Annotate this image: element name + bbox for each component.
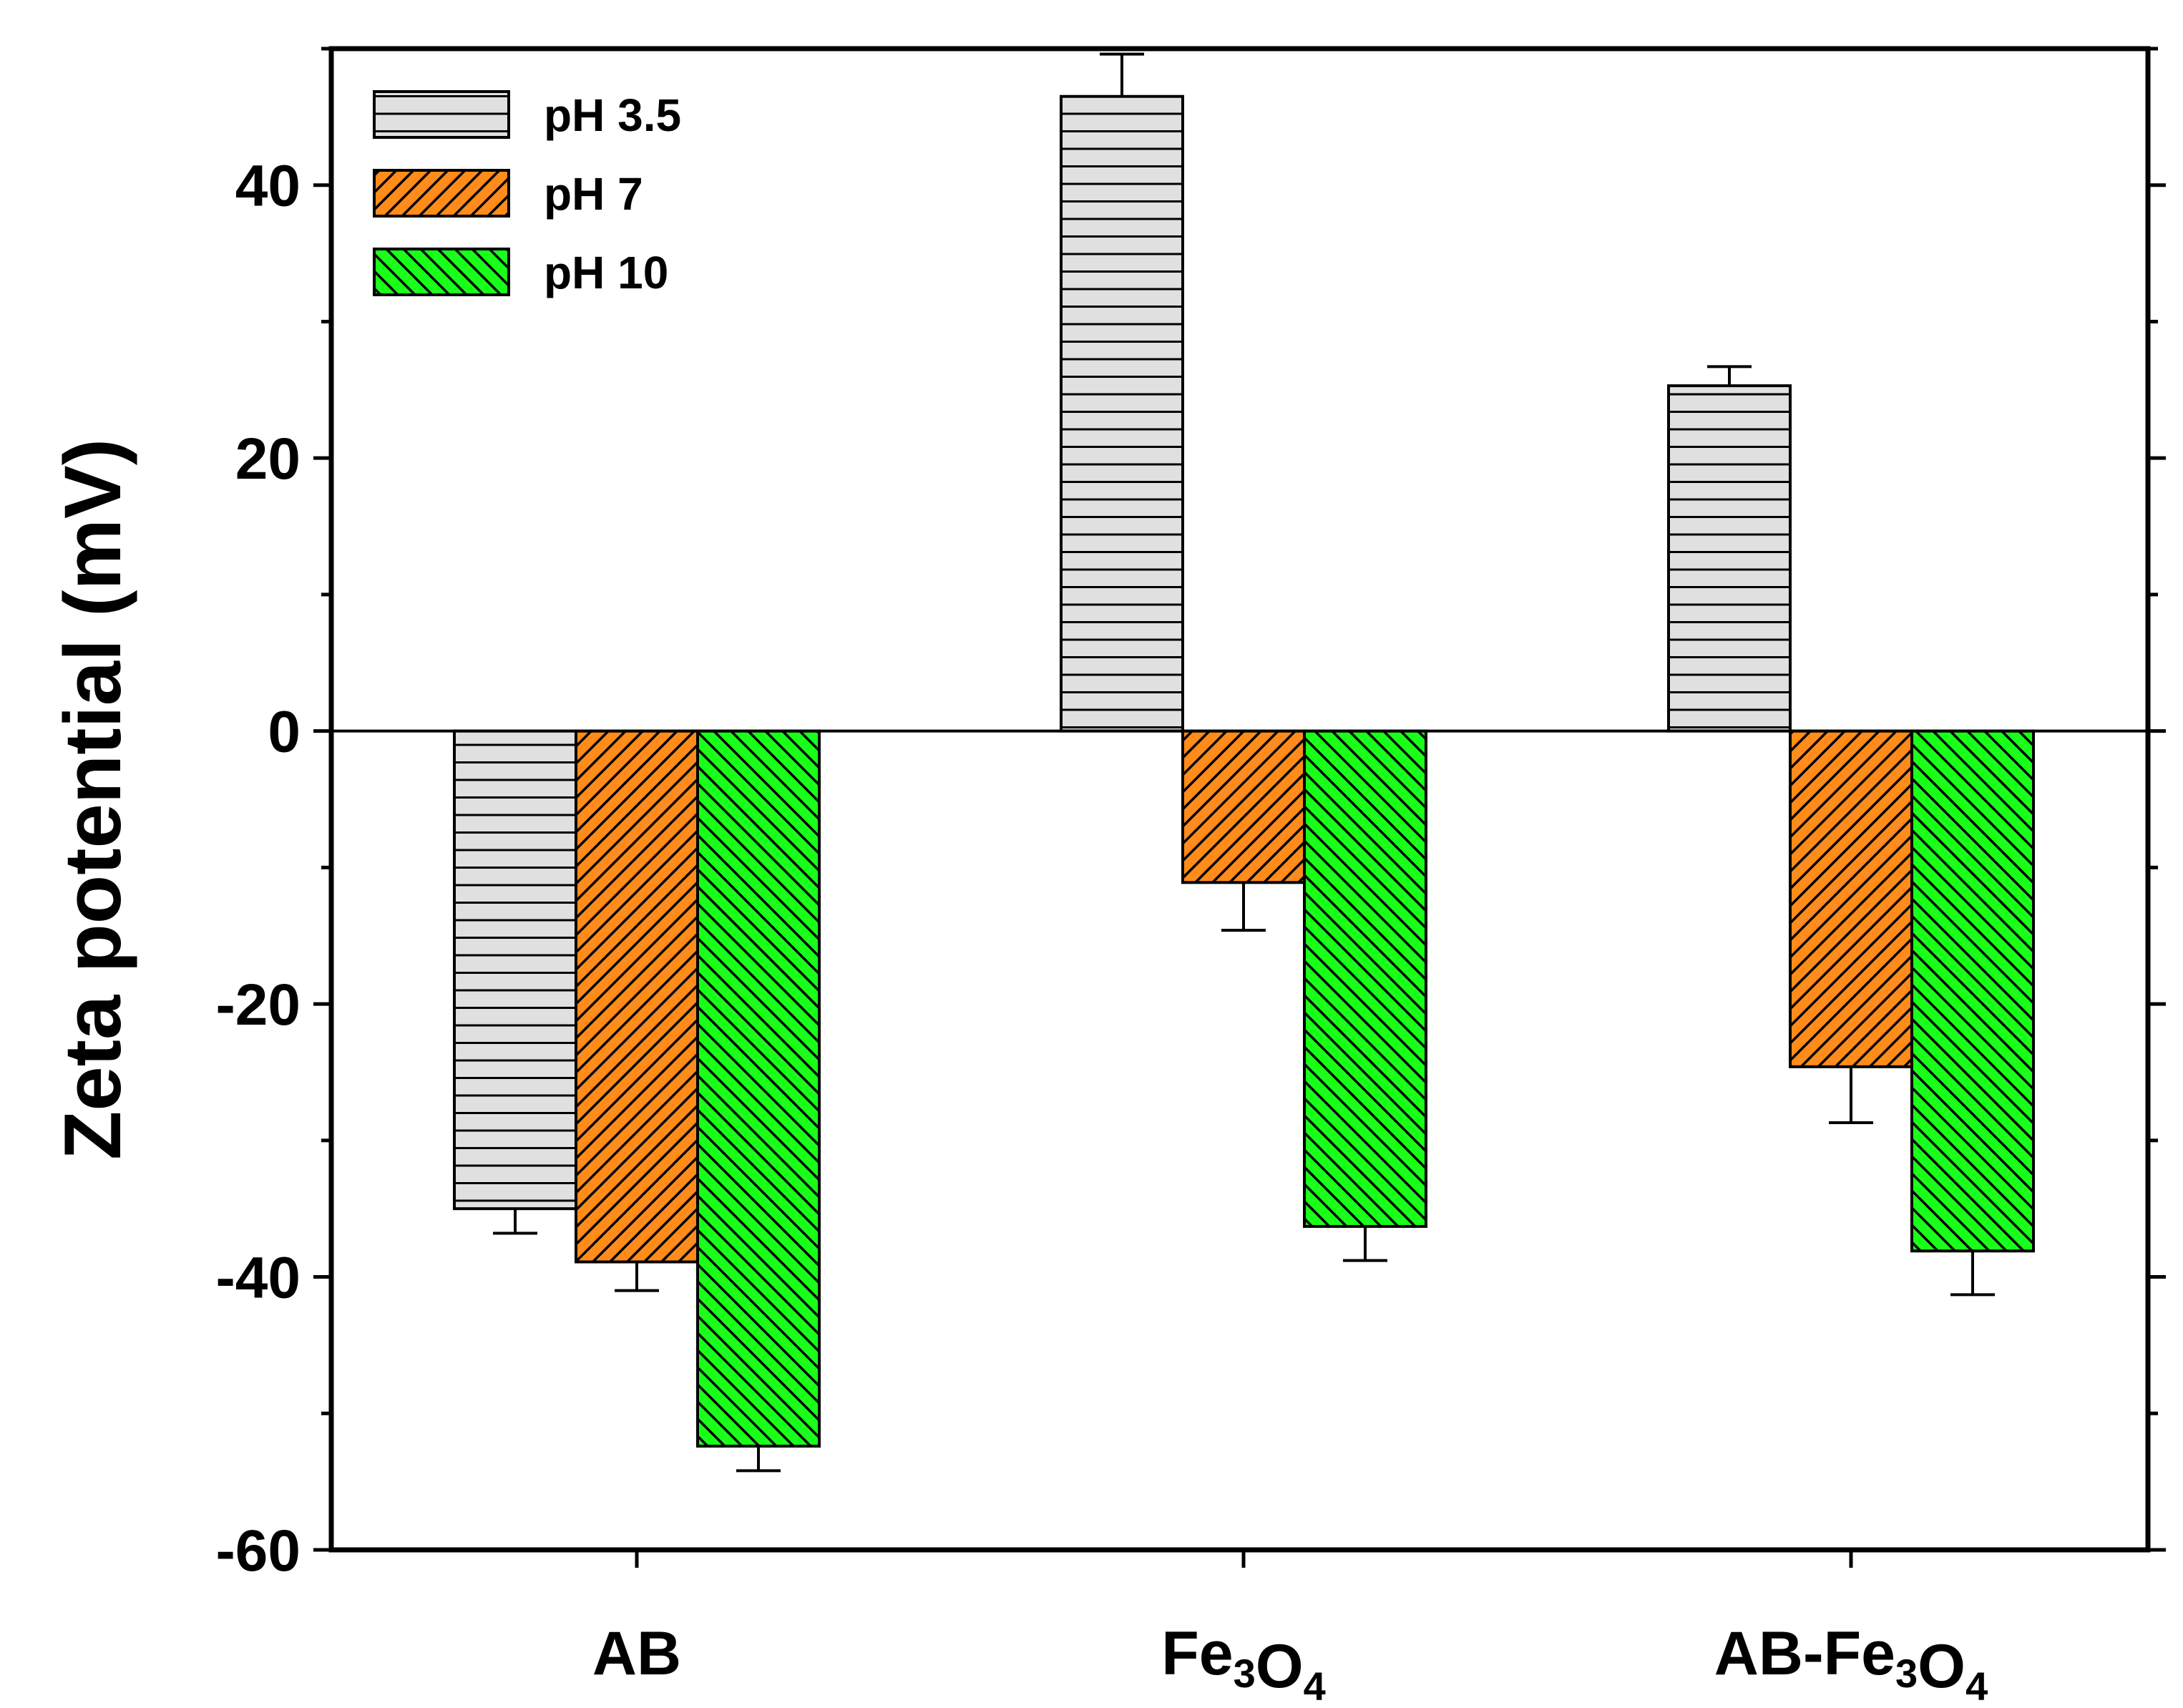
y-tick-label: -60 xyxy=(215,1518,301,1583)
category-text: Fe xyxy=(1161,1619,1233,1688)
bars-layer xyxy=(453,94,2035,1448)
legend-swatch xyxy=(373,90,510,139)
category-text: AB xyxy=(592,1619,681,1688)
bar xyxy=(1789,729,1913,1068)
y-tick-label: -40 xyxy=(215,1246,301,1311)
x-category-label: AB-Fe3O4 xyxy=(1714,1619,1988,1708)
y-tick-label: 20 xyxy=(235,426,301,492)
bar xyxy=(1667,384,1792,733)
plot-frame xyxy=(328,46,2151,1553)
category-subscript: 4 xyxy=(1965,1664,1988,1708)
bar xyxy=(1303,729,1427,1228)
category-subscript: 4 xyxy=(1304,1664,1326,1708)
bar xyxy=(453,729,577,1211)
category-text: AB- xyxy=(1714,1619,1824,1688)
y-tick-label: 0 xyxy=(268,700,301,765)
category-text: O xyxy=(1918,1632,1965,1701)
bar xyxy=(1181,729,1306,884)
y-tick-label: -20 xyxy=(215,972,301,1038)
legend: pH 3.5 pH 7 pH 10 xyxy=(373,89,681,298)
y-axis-title: Zeta potential (mV) xyxy=(48,439,137,1160)
error-bars-layer xyxy=(493,52,1995,1473)
category-subscript: 3 xyxy=(1234,1651,1256,1696)
category-subscript: 3 xyxy=(1895,1651,1918,1696)
y-tick-label: 40 xyxy=(235,154,301,219)
legend-swatch xyxy=(373,248,510,296)
x-category-label: Fe3O4 xyxy=(1161,1619,1326,1708)
bar xyxy=(1060,94,1184,733)
x-category-label: AB xyxy=(592,1619,681,1688)
bar xyxy=(575,729,699,1264)
category-text: O xyxy=(1256,1632,1304,1701)
legend-label: pH 7 xyxy=(544,168,643,220)
legend-swatch xyxy=(373,169,510,218)
bar xyxy=(1910,729,2035,1253)
legend-label: pH 3.5 xyxy=(544,89,681,141)
category-text: Fe xyxy=(1824,1619,1895,1688)
legend-label: pH 10 xyxy=(544,247,668,298)
bar xyxy=(696,729,821,1448)
